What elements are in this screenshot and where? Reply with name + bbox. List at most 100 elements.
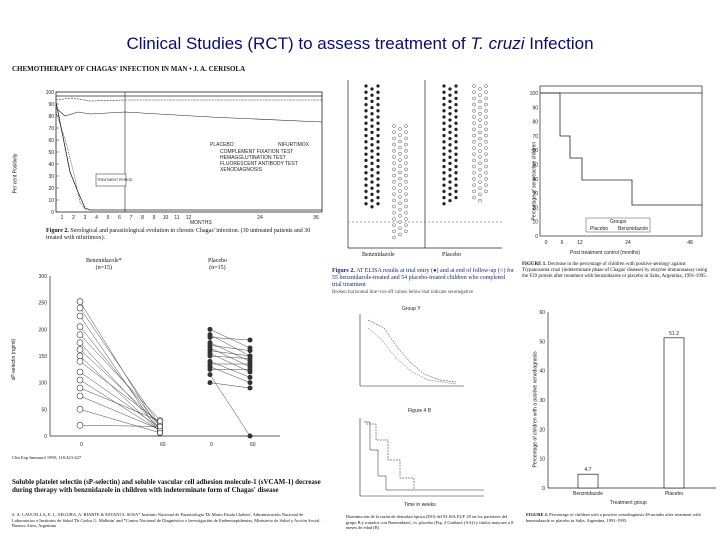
title-prefix: Clinical Studies (RCT) to assess treatme… <box>126 34 471 53</box>
panel-b-dot <box>370 161 374 166</box>
panel-d-point <box>157 418 163 424</box>
panel-b-dot <box>442 102 446 107</box>
panel-b-dot <box>442 140 446 144</box>
panel-b-dot <box>454 121 458 125</box>
panel-b-dot <box>364 102 368 107</box>
panel-a-ytick: 80 <box>48 114 54 120</box>
panel-b-dot <box>376 171 380 175</box>
panel-b-dot <box>448 93 452 97</box>
panel-b-dot <box>478 149 482 153</box>
panel-a-ytick: 0 <box>51 210 54 216</box>
panel-b-dot <box>484 189 488 194</box>
panel-b-dot <box>472 133 476 138</box>
panel-c-legend-box <box>585 217 651 233</box>
panel-a-legend-nifurtimox: NIFURTIMOX <box>278 142 310 148</box>
panel-b-col1: Benznidazole <box>362 252 395 258</box>
panel-e-xlabel: Time in weeks <box>404 502 436 508</box>
panel-b-dot <box>478 161 482 166</box>
panel-b-dot <box>448 198 452 203</box>
panel-b-caption-bold: Figure 2. <box>332 268 355 274</box>
panel-b-dot <box>478 124 482 128</box>
panel-b-dot <box>472 140 476 144</box>
panel-b-dot <box>442 171 446 175</box>
panel-b-dot <box>392 186 396 190</box>
panel-d-xtick-4: 60 <box>250 442 256 448</box>
panel-b-dot <box>478 118 482 122</box>
panel-b-dot <box>484 84 488 88</box>
panel-b-dot <box>404 186 408 190</box>
panel-d-point <box>76 384 84 392</box>
panel-b-dot <box>478 87 482 91</box>
panel-a-xtick: 12 <box>186 215 192 221</box>
panel-b-dot <box>398 232 402 237</box>
panel-b-dot <box>364 177 368 181</box>
panel-b-dot <box>484 158 488 163</box>
panel-d-xtick-2: 60 <box>160 442 166 448</box>
panel-c-ytick: 80 <box>532 120 538 126</box>
panel-b-dot <box>448 161 452 166</box>
panel-c-xticks: 0 6 12 24 48 <box>545 240 693 246</box>
panel-d-pair-line <box>79 395 161 430</box>
panel-a-ytick: 90 <box>48 102 54 108</box>
panel-b-dot <box>454 140 458 144</box>
panel-d-point <box>207 372 213 378</box>
panel-d-pair-line <box>79 342 161 430</box>
panel-d-point <box>207 366 213 372</box>
panel-b-dot <box>442 146 446 150</box>
panel-b-dot <box>484 115 488 119</box>
panel-b-dot <box>370 155 374 159</box>
panel-b-dot <box>454 109 458 113</box>
panel-f-yticks: 60 50 40 30 20 10 0 <box>539 310 545 492</box>
panel-d-point <box>76 368 84 376</box>
panel-b-dot <box>448 130 452 135</box>
panel-d-col2-name: Placebo <box>208 258 227 264</box>
panel-b-dot <box>364 171 368 175</box>
panel-d-ref: Clin Exp Immunol 1999; 118:423-427 <box>12 455 82 460</box>
panel-b-dot <box>454 84 458 88</box>
panel-d-point <box>76 312 84 320</box>
panel-b-caption-small: Broken horizontal line=cut-off values be… <box>332 290 474 295</box>
panel-f-bar-label: Benznidazole <box>573 491 603 497</box>
panel-b-dot <box>376 164 380 169</box>
panel-b-dot <box>472 127 476 132</box>
panel-b-dot <box>472 121 476 125</box>
panel-b-dot <box>404 142 408 147</box>
panel-b-dot <box>364 146 368 150</box>
panel-b-dot <box>398 133 402 137</box>
panel-d-point <box>247 337 253 343</box>
panel-b-chart <box>347 80 502 249</box>
panel-e-mid-label: Figure 4 B <box>408 408 432 414</box>
panel-a-placebo-curve-2 <box>55 97 322 102</box>
panel-b-dot <box>376 109 380 113</box>
panel-b-dot <box>370 205 374 209</box>
panel-a-ytick: 30 <box>48 174 54 180</box>
panel-c-ytick: 30 <box>532 191 538 197</box>
panel-b-dot <box>454 158 458 163</box>
panel-b-dot <box>442 164 446 169</box>
panel-b-dot <box>472 84 476 88</box>
panel-b-dot <box>472 164 476 169</box>
panel-c-ytick: 100 <box>530 91 539 97</box>
panel-b-dot <box>398 139 402 144</box>
panel-b-dot <box>484 90 488 94</box>
panel-d-ytick: 0 <box>44 434 47 440</box>
panel-b-dot <box>398 189 402 193</box>
panel-a-xtick: 9 <box>153 215 156 221</box>
panel-d-point <box>247 374 253 380</box>
panel-d-ytick: 50 <box>41 407 47 413</box>
panel-b-dot <box>364 183 368 187</box>
panel-d-point <box>247 433 253 439</box>
panel-b-dot <box>404 130 408 134</box>
panel-b-dot <box>376 84 380 88</box>
panel-a-xtick: 10 <box>163 215 169 221</box>
panel-d-pair-line <box>79 326 161 427</box>
panel-b-dot <box>376 140 380 144</box>
panel-b-dot <box>376 146 380 150</box>
panel-a-header-text: CHEMOTHERAPY OF CHAGAS' INFECTION IN MAN… <box>12 65 246 73</box>
panel-a-legend-row-4: XENODIAGNOSIS <box>220 167 263 173</box>
panel-d-point <box>76 304 84 312</box>
panel-c-benznidazole-line <box>540 92 702 206</box>
panel-b-dot <box>454 171 458 175</box>
